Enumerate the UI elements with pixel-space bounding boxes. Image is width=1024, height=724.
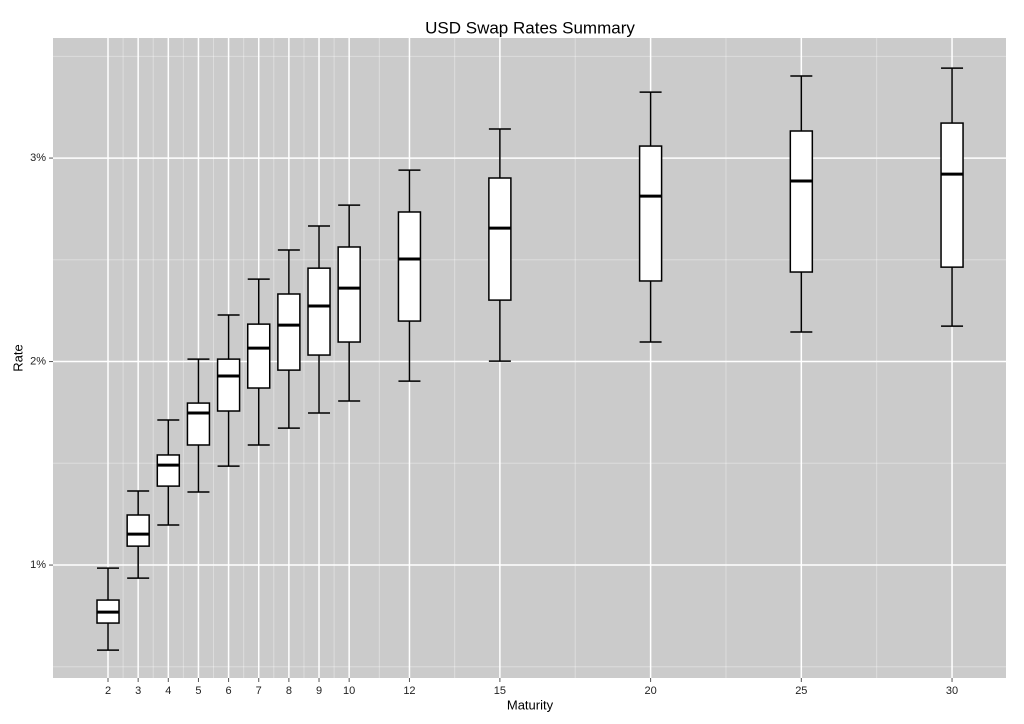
x-tick-label: 8 <box>286 685 292 697</box>
box <box>789 130 814 273</box>
x-tick-label: 12 <box>403 685 415 697</box>
box <box>156 454 181 487</box>
box <box>397 211 422 322</box>
y-axis-label: Rate <box>10 344 25 371</box>
x-tick-label: 20 <box>644 685 656 697</box>
y-tick-label: 1% <box>30 559 46 571</box>
x-tick-label: 30 <box>946 685 958 697</box>
x-tick-label: 6 <box>226 685 232 697</box>
x-tick-label: 4 <box>165 685 171 697</box>
box <box>488 177 512 301</box>
box <box>277 293 301 371</box>
x-axis-label: Maturity <box>507 697 554 712</box>
y-tick-label: 2% <box>30 355 46 367</box>
box <box>307 267 331 356</box>
x-tick-label: 3 <box>135 685 141 697</box>
chart-title: USD Swap Rates Summary <box>425 18 635 37</box>
x-tick-label: 10 <box>343 685 355 697</box>
x-tick-label: 7 <box>256 685 262 697</box>
box <box>126 514 150 547</box>
plot-panel <box>53 38 1006 678</box>
box <box>940 122 964 268</box>
box <box>216 358 241 412</box>
x-tick-label: 5 <box>195 685 201 697</box>
box <box>186 402 211 446</box>
x-tick-label: 15 <box>494 685 506 697</box>
x-tick-label: 2 <box>105 685 111 697</box>
box <box>337 246 361 343</box>
box <box>638 145 663 282</box>
box <box>246 323 271 389</box>
y-tick-label: 3% <box>30 152 46 164</box>
x-tick-label: 25 <box>795 685 807 697</box>
x-tick-label: 9 <box>316 685 322 697</box>
